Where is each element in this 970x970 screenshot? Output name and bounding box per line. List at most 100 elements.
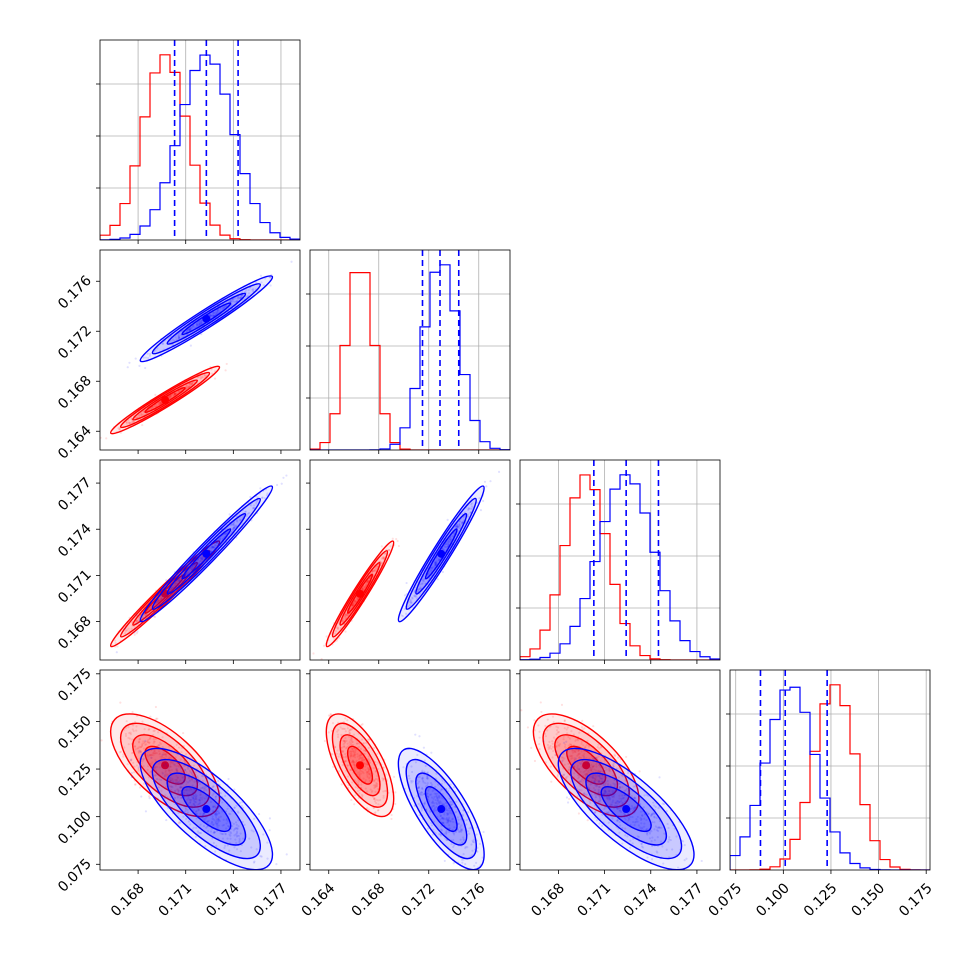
- scatter-point: [185, 783, 188, 786]
- scatter-point: [268, 829, 271, 832]
- scatter-point: [365, 584, 368, 587]
- scatter-point: [223, 846, 226, 849]
- scatter-point: [209, 314, 212, 317]
- scatter-point: [130, 421, 133, 424]
- scatter-point: [344, 630, 347, 633]
- scatter-point: [158, 744, 161, 747]
- y-tick-label: 0.171: [55, 567, 95, 607]
- scatter-point: [138, 737, 142, 741]
- scatter-point: [325, 635, 328, 638]
- scatter-point: [141, 760, 144, 763]
- scatter-point: [152, 742, 155, 745]
- scatter-point: [153, 729, 156, 732]
- scatter-point: [147, 755, 150, 758]
- scatter-point: [592, 725, 595, 728]
- scatter-point: [130, 417, 133, 420]
- scatter-point: [225, 819, 228, 822]
- scatter-point: [266, 857, 269, 860]
- scatter-point: [217, 806, 220, 809]
- scatter-point: [191, 326, 194, 329]
- scatter-point: [129, 733, 132, 736]
- scatter-point: [177, 336, 181, 339]
- scatter-point: [130, 751, 134, 755]
- scatter-point: [139, 749, 142, 753]
- scatter-point: [154, 758, 157, 761]
- scatter-point: [168, 765, 172, 768]
- scatter-point: [408, 600, 411, 603]
- scatter-point: [143, 740, 147, 743]
- scatter-point: [214, 544, 217, 547]
- scatter-point: [338, 636, 341, 639]
- scatter-point: [174, 582, 177, 585]
- scatter-point: [140, 795, 143, 798]
- scatter-point: [190, 771, 193, 774]
- scatter-point: [236, 827, 239, 831]
- scatter-point: [152, 729, 155, 733]
- scatter-point: [117, 427, 120, 430]
- panel-frame: [309, 459, 511, 661]
- scatter-point: [234, 838, 237, 841]
- density-peak: [202, 805, 211, 814]
- scatter-point: [159, 742, 163, 746]
- scatter-point: [345, 613, 348, 616]
- scatter-point: [131, 775, 134, 778]
- series-blue: [115, 474, 288, 654]
- scatter-point: [175, 768, 179, 772]
- scatter-point: [213, 546, 217, 549]
- scatter-point: [144, 366, 147, 370]
- scatter-point: [394, 802, 397, 806]
- panel-3-0: 0.168 0.171 0.174 0.1770.0750.1000.1250.150…: [55, 665, 301, 920]
- scatter-point: [194, 795, 197, 799]
- scatter-point: [176, 776, 179, 779]
- scatter-point: [460, 523, 464, 526]
- scatter-point: [173, 763, 176, 766]
- scatter-point: [174, 584, 177, 587]
- scatter-point: [132, 420, 135, 423]
- scatter-point: [219, 536, 222, 540]
- scatter-point: [157, 786, 160, 789]
- scatter-point: [147, 356, 150, 360]
- scatter-point: [365, 583, 368, 586]
- scatter-point: [397, 544, 401, 548]
- scatter-point: [165, 579, 168, 582]
- scatter-point: [189, 329, 192, 332]
- scatter-point: [225, 817, 228, 821]
- scatter-point: [129, 759, 133, 762]
- scatter-point: [232, 523, 235, 526]
- scatter-point: [211, 545, 215, 549]
- scatter-point: [231, 523, 234, 526]
- scatter-point: [195, 324, 198, 328]
- scatter-point: [241, 293, 244, 296]
- scatter-point: [224, 532, 227, 536]
- y-tick-label: 0.175: [55, 665, 95, 705]
- scatter-point: [190, 383, 193, 386]
- scatter-point: [433, 565, 436, 568]
- scatter-point: [164, 753, 167, 756]
- scatter-point: [182, 776, 185, 779]
- scatter-point: [203, 374, 206, 377]
- scatter-point: [163, 753, 166, 756]
- scatter-point: [235, 299, 239, 302]
- scatter-point: [177, 578, 180, 581]
- scatter-point: [163, 753, 167, 756]
- scatter-point: [162, 592, 166, 596]
- scatter-point: [468, 873, 470, 875]
- scatter-point: [178, 821, 181, 824]
- scatter-point: [135, 622, 139, 625]
- scatter-point: [435, 556, 438, 560]
- scatter-point: [223, 844, 227, 847]
- scatter-point: [145, 743, 148, 746]
- scatter-point: [192, 773, 195, 776]
- scatter-point: [174, 756, 177, 759]
- scatter-point: [143, 728, 146, 731]
- scatter-point: [638, 770, 641, 773]
- density-peak: [437, 549, 446, 558]
- scatter-point: [194, 797, 197, 801]
- series-red: [312, 537, 401, 660]
- scatter-point: [215, 541, 218, 544]
- scatter-point: [152, 752, 155, 755]
- scatter-point: [410, 601, 413, 604]
- scatter-point: [154, 774, 157, 777]
